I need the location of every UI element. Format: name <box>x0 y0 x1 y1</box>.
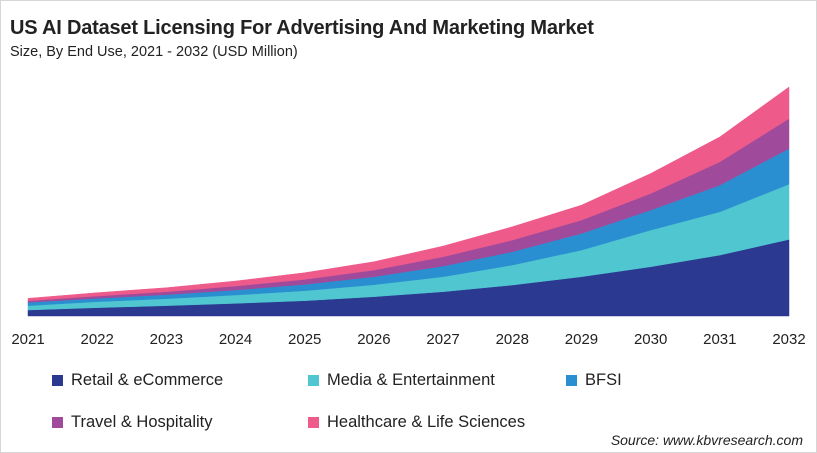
legend-swatch <box>308 375 319 386</box>
x-tick-label: 2028 <box>496 331 529 348</box>
area-healthcare-life-sciences <box>27 86 790 301</box>
legend-label: Retail & eCommerce <box>71 371 224 389</box>
source-note: Source: www.kbvresearch.com <box>610 432 803 448</box>
x-tick-label: 2027 <box>426 331 459 348</box>
x-tick-label: 2025 <box>288 331 321 348</box>
x-tick-label: 2026 <box>357 331 390 348</box>
x-tick-label: 2021 <box>11 331 44 348</box>
x-tick-label: 2031 <box>703 331 736 348</box>
x-tick-label: 2030 <box>634 331 667 348</box>
chart-subtitle: Size, By End Use, 2021 - 2032 (USD Milli… <box>10 44 298 60</box>
x-tick-label: 2024 <box>219 331 252 348</box>
x-tick-label: 2032 <box>772 331 805 348</box>
x-tick-label: 2029 <box>565 331 598 348</box>
legend-swatch <box>566 375 577 386</box>
legend-item: Media & Entertainment <box>308 371 495 390</box>
x-tick-label: 2022 <box>80 331 113 348</box>
legend-label: BFSI <box>585 371 622 389</box>
legend-item: BFSI <box>566 371 622 390</box>
chart-title: US AI Dataset Licensing For Advertising … <box>10 17 594 39</box>
legend-item: Healthcare & Life Sciences <box>308 413 525 432</box>
legend-label: Travel & Hospitality <box>71 413 213 431</box>
legend-label: Media & Entertainment <box>327 371 495 389</box>
x-tick-label: 2023 <box>150 331 183 348</box>
legend-item: Travel & Hospitality <box>52 413 213 432</box>
legend-swatch <box>52 417 63 428</box>
legend-label: Healthcare & Life Sciences <box>327 413 526 431</box>
legend-item: Retail & eCommerce <box>52 371 223 390</box>
legend-swatch <box>52 375 63 386</box>
legend-swatch <box>308 417 319 428</box>
